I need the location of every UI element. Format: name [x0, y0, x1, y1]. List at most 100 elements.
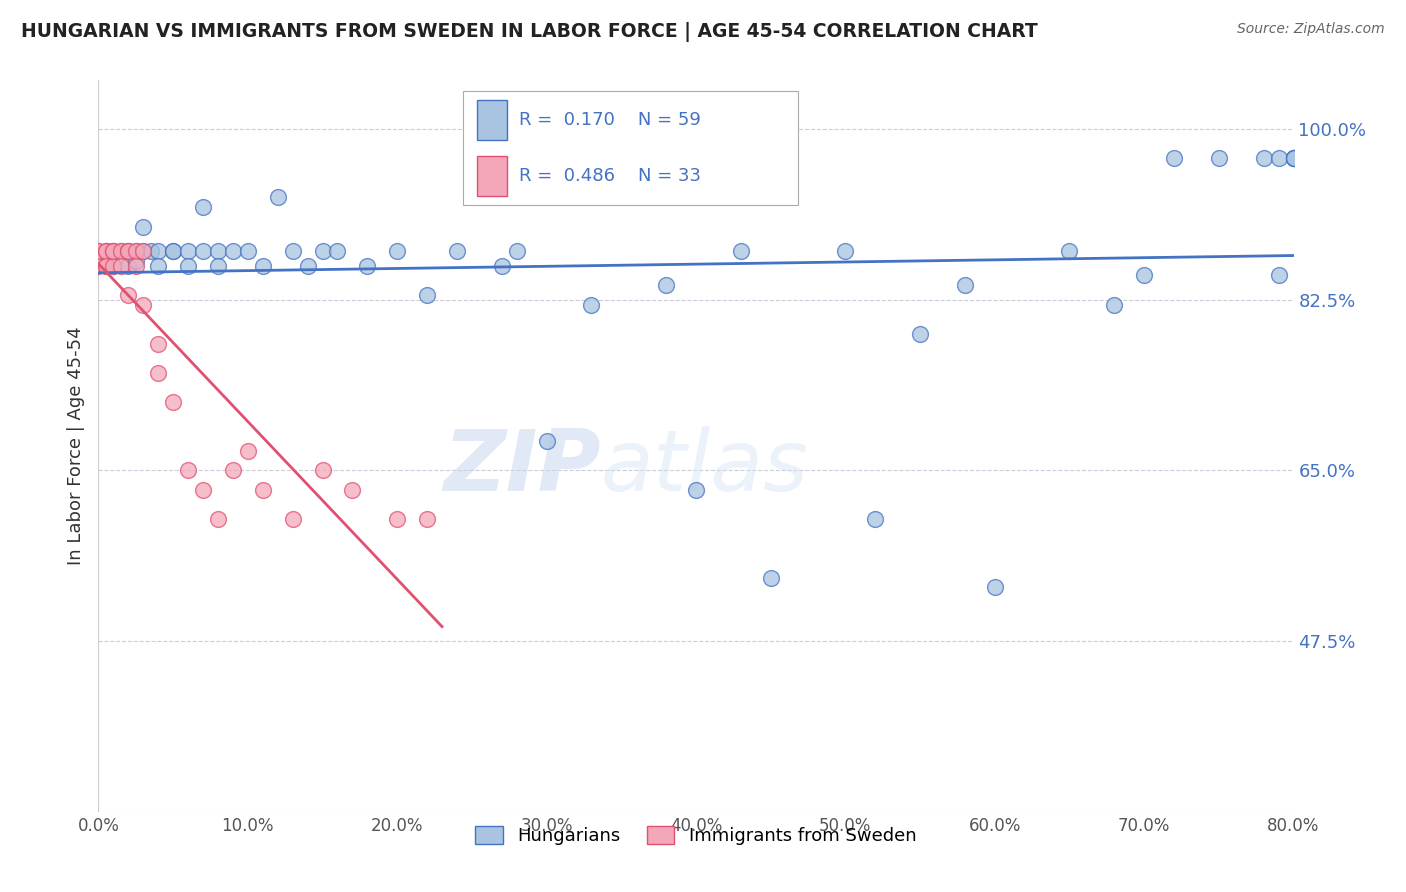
Point	[132, 244, 155, 258]
FancyBboxPatch shape	[477, 100, 508, 140]
Point	[132, 244, 155, 258]
Point	[148, 366, 170, 380]
Text: Source: ZipAtlas.com: Source: ZipAtlas.com	[1237, 22, 1385, 37]
FancyBboxPatch shape	[477, 155, 508, 196]
Text: ZIP: ZIP	[443, 426, 600, 509]
Point	[536, 434, 558, 449]
Point	[252, 483, 274, 497]
Point	[1104, 297, 1126, 311]
Point	[110, 244, 132, 258]
Point	[730, 244, 752, 258]
Point	[356, 259, 378, 273]
Point	[297, 259, 319, 273]
Point	[685, 483, 707, 497]
Point	[162, 244, 184, 258]
Text: atlas: atlas	[600, 426, 808, 509]
Point	[103, 244, 125, 258]
Point	[87, 244, 110, 258]
Point	[281, 244, 304, 258]
Legend: Hungarians, Immigrants from Sweden: Hungarians, Immigrants from Sweden	[467, 816, 925, 854]
Point	[1282, 151, 1305, 165]
Y-axis label: In Labor Force | Age 45-54: In Labor Force | Age 45-54	[66, 326, 84, 566]
Point	[177, 244, 200, 258]
Point	[132, 219, 155, 234]
Point	[416, 512, 439, 526]
Point	[87, 244, 110, 258]
Point	[117, 259, 139, 273]
Point	[1253, 151, 1275, 165]
Text: R =  0.486    N = 33: R = 0.486 N = 33	[519, 167, 702, 185]
Point	[834, 244, 856, 258]
Point	[1282, 151, 1305, 165]
Point	[491, 259, 513, 273]
Point	[94, 244, 117, 258]
Point	[132, 297, 155, 311]
Point	[236, 443, 259, 458]
Text: HUNGARIAN VS IMMIGRANTS FROM SWEDEN IN LABOR FORCE | AGE 45-54 CORRELATION CHART: HUNGARIAN VS IMMIGRANTS FROM SWEDEN IN L…	[21, 22, 1038, 42]
Point	[94, 259, 117, 273]
Point	[94, 244, 117, 258]
Point	[207, 259, 229, 273]
Point	[385, 512, 409, 526]
Point	[191, 244, 214, 258]
Point	[342, 483, 364, 497]
Point	[103, 244, 125, 258]
Point	[1208, 151, 1230, 165]
Point	[953, 278, 976, 293]
Point	[1282, 151, 1305, 165]
Point	[148, 259, 170, 273]
Point	[117, 244, 139, 258]
Point	[94, 244, 117, 258]
Point	[1267, 268, 1289, 283]
Point	[110, 259, 132, 273]
Point	[207, 512, 229, 526]
Point	[177, 463, 200, 477]
Point	[1163, 151, 1185, 165]
Point	[865, 512, 887, 526]
Point	[506, 244, 529, 258]
Point	[1282, 151, 1305, 165]
Point	[252, 259, 274, 273]
Point	[908, 326, 931, 341]
Point	[117, 288, 139, 302]
Point	[148, 336, 170, 351]
Point	[125, 244, 148, 258]
Point	[110, 244, 132, 258]
Point	[162, 244, 184, 258]
Point	[94, 259, 117, 273]
Point	[125, 244, 148, 258]
Point	[984, 581, 1007, 595]
Point	[236, 244, 259, 258]
Point	[148, 244, 170, 258]
Point	[311, 463, 333, 477]
Point	[222, 244, 245, 258]
Point	[311, 244, 333, 258]
Point	[117, 244, 139, 258]
Point	[125, 253, 148, 268]
Point	[139, 244, 162, 258]
Point	[207, 244, 229, 258]
Point	[759, 571, 782, 585]
Point	[1267, 151, 1289, 165]
Point	[117, 244, 139, 258]
Point	[191, 200, 214, 214]
Point	[326, 244, 349, 258]
Point	[1282, 151, 1305, 165]
FancyBboxPatch shape	[463, 91, 797, 204]
Point	[446, 244, 468, 258]
Point	[655, 278, 678, 293]
Point	[281, 512, 304, 526]
Point	[177, 259, 200, 273]
Point	[222, 463, 245, 477]
Point	[581, 297, 603, 311]
Point	[416, 288, 439, 302]
Point	[103, 259, 125, 273]
Point	[103, 259, 125, 273]
Point	[125, 259, 148, 273]
Point	[267, 190, 290, 204]
Point	[191, 483, 214, 497]
Point	[162, 395, 184, 409]
Point	[1059, 244, 1081, 258]
Text: R =  0.170    N = 59: R = 0.170 N = 59	[519, 112, 702, 129]
Point	[103, 244, 125, 258]
